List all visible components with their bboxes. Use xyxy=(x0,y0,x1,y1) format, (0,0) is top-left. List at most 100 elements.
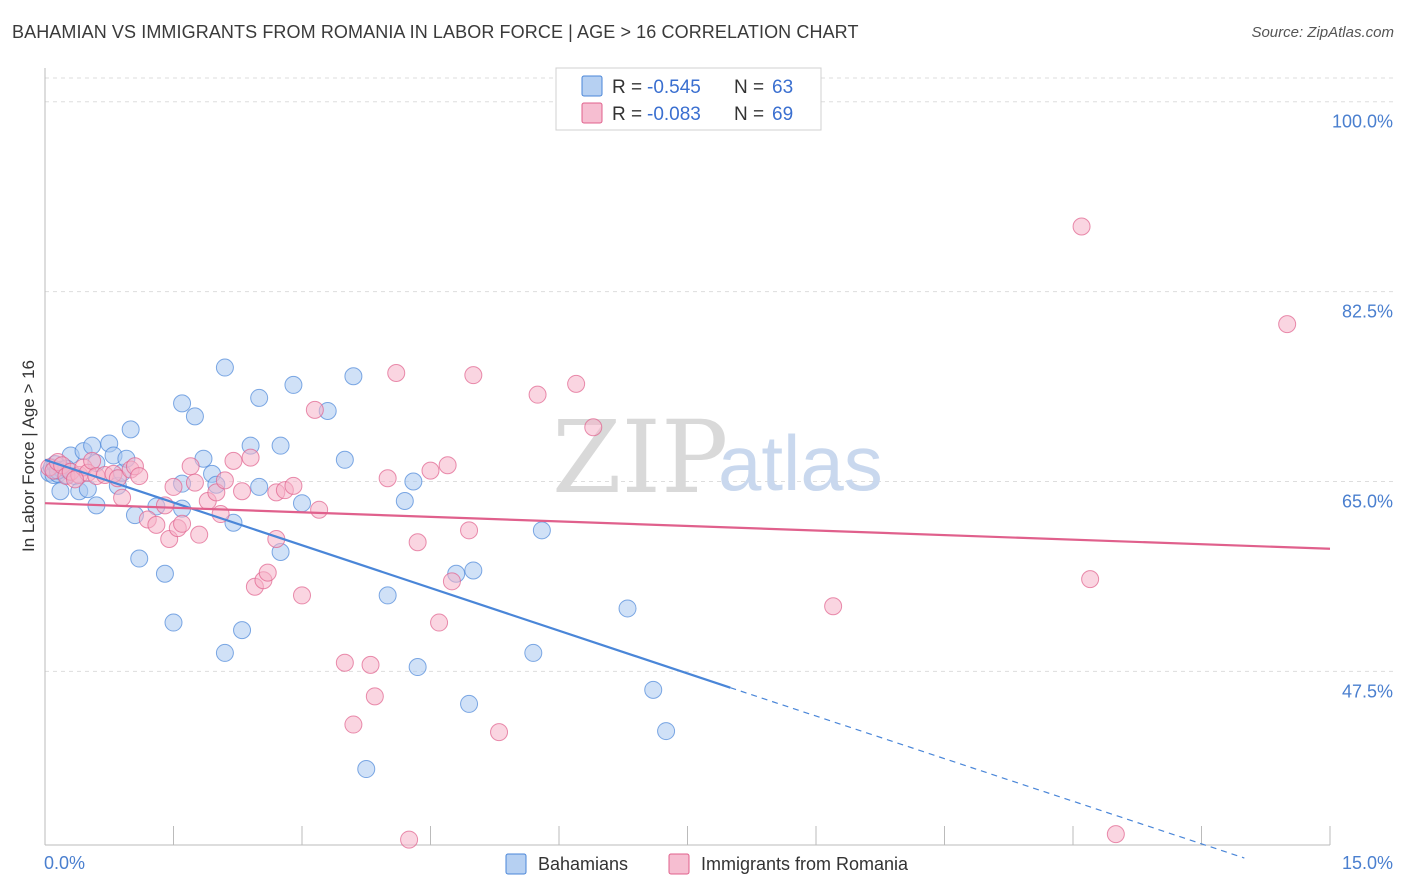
chart-title: BAHAMIAN VS IMMIGRANTS FROM ROMANIA IN L… xyxy=(12,22,859,42)
x-tick-label-max: 15.0% xyxy=(1342,853,1393,873)
data-point xyxy=(361,655,380,674)
data-point xyxy=(524,643,543,662)
data-point xyxy=(344,715,363,734)
data-point xyxy=(121,420,140,439)
data-point xyxy=(408,533,427,552)
data-point xyxy=(1081,570,1100,589)
data-point xyxy=(400,830,419,849)
legend-swatch-romania xyxy=(581,102,603,124)
data-point xyxy=(460,521,479,540)
data-point xyxy=(404,472,423,491)
data-point xyxy=(190,525,209,544)
data-point xyxy=(271,436,290,455)
legend-r-label: R = xyxy=(612,77,642,98)
data-point xyxy=(130,549,149,568)
trend-line-extension-0 xyxy=(730,687,1245,859)
legend-bottom: Bahamians Immigrants from Romania xyxy=(505,853,909,875)
data-point xyxy=(173,514,192,533)
legend-n-value: 63 xyxy=(772,77,793,98)
trend-lines xyxy=(44,458,1331,859)
data-point xyxy=(83,451,102,470)
legend-r-label: R = xyxy=(612,104,642,125)
data-point xyxy=(532,521,551,540)
data-point xyxy=(365,687,384,706)
data-point xyxy=(185,473,204,492)
x-ticks xyxy=(44,826,1331,845)
data-point xyxy=(310,500,329,519)
data-point xyxy=(438,456,457,475)
data-point xyxy=(83,436,102,455)
data-point xyxy=(1072,217,1091,236)
data-point xyxy=(164,613,183,632)
trend-line-1 xyxy=(44,502,1331,550)
data-point xyxy=(378,469,397,488)
legend-bottom-swatch-bahamians xyxy=(505,853,527,875)
data-point xyxy=(215,643,234,662)
data-point xyxy=(357,760,376,779)
y-tick-label: 82.5% xyxy=(1342,302,1393,322)
data-point xyxy=(567,374,586,393)
legend-bottom-label-bahamians: Bahamians xyxy=(538,854,628,874)
y-tick-label: 100.0% xyxy=(1332,112,1393,132)
data-point xyxy=(215,471,234,490)
legend-n-label: N = xyxy=(734,104,764,125)
data-point xyxy=(250,388,269,407)
data-point xyxy=(442,572,461,591)
data-point xyxy=(464,561,483,580)
trend-line-0 xyxy=(44,458,731,689)
data-point xyxy=(378,586,397,605)
data-point xyxy=(335,450,354,469)
data-point xyxy=(147,515,166,534)
data-point xyxy=(618,599,637,618)
watermark-atlas: atlas xyxy=(718,419,883,507)
data-point xyxy=(344,367,363,386)
x-tick-label-min: 0.0% xyxy=(44,853,85,873)
data-point xyxy=(430,613,449,632)
data-point xyxy=(224,451,243,470)
data-point xyxy=(584,418,603,437)
data-point xyxy=(657,722,676,741)
legend-r-value: -0.545 xyxy=(647,77,701,98)
data-point xyxy=(490,723,509,742)
legend-bottom-label-romania: Immigrants from Romania xyxy=(701,854,909,874)
data-point xyxy=(464,366,483,385)
data-point xyxy=(284,375,303,394)
data-point xyxy=(233,482,252,501)
data-point xyxy=(460,694,479,713)
data-point xyxy=(258,563,277,582)
data-point xyxy=(335,653,354,672)
data-point xyxy=(387,363,406,382)
data-point xyxy=(1106,825,1125,844)
series-romania-points xyxy=(40,217,1297,849)
chart-source: Source: ZipAtlas.com xyxy=(1251,24,1394,41)
data-point xyxy=(241,448,260,467)
data-point xyxy=(215,358,234,377)
data-point xyxy=(284,476,303,495)
data-point xyxy=(185,407,204,426)
data-point xyxy=(173,394,192,413)
data-point xyxy=(250,477,269,496)
legend-n-value: 69 xyxy=(772,104,793,125)
data-point xyxy=(528,385,547,404)
legend-bottom-swatch-romania xyxy=(668,853,690,875)
data-point xyxy=(824,597,843,616)
watermark: ZIP atlas xyxy=(552,399,883,516)
y-axis-label: In Labor Force | Age > 16 xyxy=(19,360,38,552)
data-point xyxy=(421,461,440,480)
legend-n-label: N = xyxy=(734,77,764,98)
legend-swatch-bahamians xyxy=(581,75,603,97)
y-tick-label: 47.5% xyxy=(1342,681,1393,701)
data-point xyxy=(164,477,183,496)
data-point xyxy=(395,492,414,511)
data-point xyxy=(293,494,311,513)
watermark-zip: ZIP xyxy=(552,399,728,516)
data-point xyxy=(130,467,149,486)
data-point xyxy=(155,564,174,583)
legend-r-value: -0.083 xyxy=(647,104,701,125)
data-point xyxy=(65,470,84,489)
data-point xyxy=(293,586,311,605)
legend-top: R = -0.545 N = 63 R = -0.083 N = 69 xyxy=(555,67,822,131)
data-point xyxy=(1278,315,1297,334)
y-tick-labels: 47.5% 65.0% 82.5% 100.0% xyxy=(1332,112,1393,702)
